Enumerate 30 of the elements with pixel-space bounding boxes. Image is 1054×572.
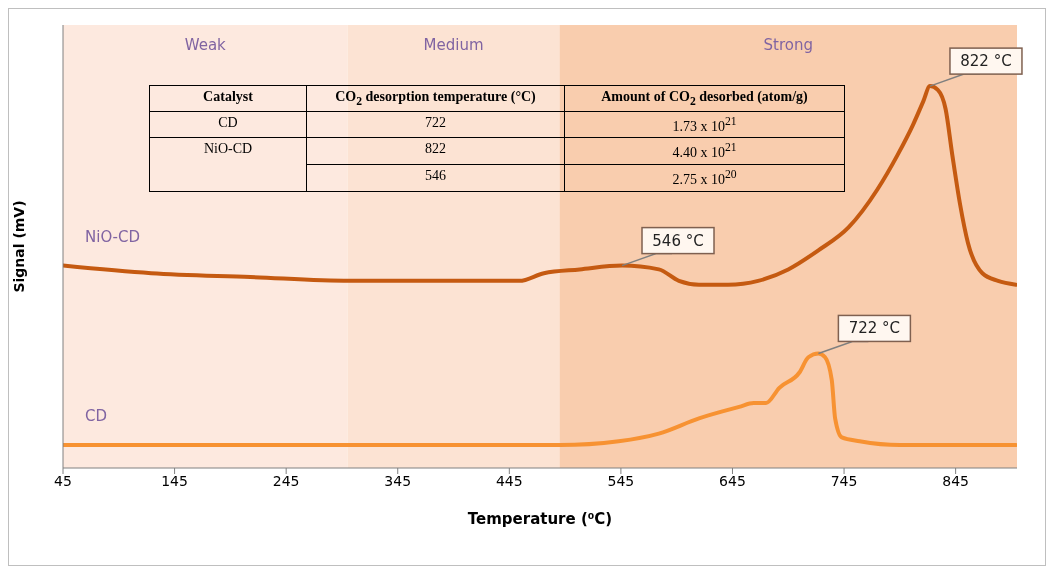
y-axis-title: Signal (mV) <box>10 200 27 293</box>
series-label: CD <box>85 407 108 426</box>
band-label: Weak <box>184 35 227 54</box>
annotation: 2.75 x 10$^{20}$ <box>565 165 845 192</box>
annotation: 1.73 x 10$^{21}$ <box>565 111 845 139</box>
x-tick-label: 745 <box>830 472 858 489</box>
annotation: 822 °C <box>960 52 1012 71</box>
x-tick-label: 845 <box>942 472 969 489</box>
annotation: NiO-CD <box>150 138 307 192</box>
annotation: Catalyst <box>150 86 307 112</box>
x-tick-label: 645 <box>719 472 746 489</box>
annotation: 4.40 x 10$^{21}$ <box>565 138 845 166</box>
x-tick-label: 345 <box>384 472 412 489</box>
annotation: CO$_{2}$ desorption temperature (°C) <box>307 86 565 112</box>
x-axis-title: Temperature (⁰C) <box>467 510 613 528</box>
annotation: 722 °C <box>848 319 901 338</box>
series-label: NiO-CD <box>85 227 141 246</box>
annotation: 822 <box>307 138 565 166</box>
annotation: 722 <box>307 111 565 139</box>
annotation: CD <box>150 111 307 139</box>
x-tick-label: 45 <box>54 472 72 489</box>
annotation: 546 °C <box>652 231 704 250</box>
x-tick-label: 145 <box>161 472 188 489</box>
x-tick-label: 445 <box>495 472 523 489</box>
x-tick-label: 545 <box>607 472 635 489</box>
annotation: 546 <box>307 165 565 192</box>
annotation: Amount of CO$_{2}$ desorbed (atom/g) <box>565 86 845 112</box>
x-tick-label: 245 <box>272 472 300 489</box>
band-label: Strong <box>763 35 813 54</box>
band-label: Medium <box>423 35 484 54</box>
